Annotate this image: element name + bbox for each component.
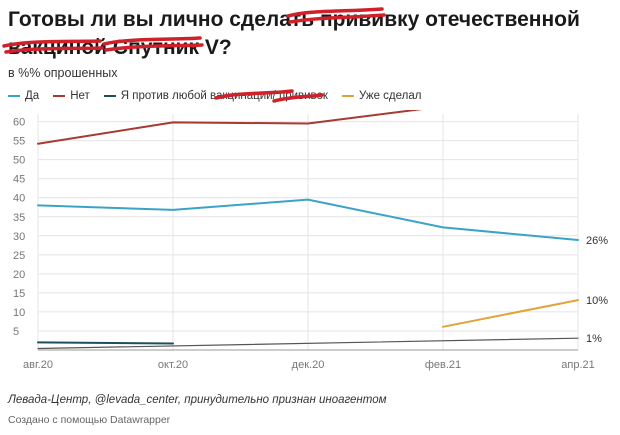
series-line-4	[37, 337, 579, 350]
y-tick-label: 55	[13, 136, 25, 148]
y-tick-label: 10	[13, 307, 25, 319]
series-line-0	[37, 198, 579, 241]
end-label-1: 62%	[586, 110, 608, 111]
y-tick-label: 45	[13, 174, 25, 186]
chart-subtitle: в %% опрошенных	[8, 66, 118, 80]
y-tick-label: 40	[13, 193, 25, 205]
legend-label-yes: Да	[25, 90, 40, 102]
legend-scribble	[214, 89, 324, 103]
series-line-1	[37, 110, 423, 145]
x-tick-label: дек.20	[292, 359, 325, 371]
legend-item-against: Я против любой вакцинации/ прививок	[103, 89, 328, 103]
series-line-3	[442, 299, 579, 328]
y-tick-label: 20	[13, 269, 25, 281]
source-note: Левада-Центр, @levada_center, принудител…	[8, 394, 387, 406]
y-tick-label: 5	[13, 326, 19, 338]
x-tick-label: фев.21	[425, 359, 461, 371]
x-tick-label: апр.21	[561, 359, 594, 371]
legend-item-no: Нет	[53, 90, 90, 102]
end-label-3: 10%	[586, 295, 608, 307]
x-tick-label: авг.20	[23, 359, 53, 371]
y-tick-label: 15	[13, 288, 25, 300]
legend-swatch-done	[341, 95, 354, 97]
legend-label-no: Нет	[70, 90, 90, 102]
series-line-2	[37, 341, 174, 345]
legend-swatch-against	[103, 95, 116, 97]
chart-title: Готовы ли вы лично сделать прививку отеч…	[8, 8, 580, 59]
y-tick-label: 50	[13, 155, 25, 167]
legend-item-yes: Да	[8, 90, 39, 102]
legend-item-done: Уже сделал	[341, 90, 422, 102]
y-tick-label: 60	[13, 117, 25, 129]
y-tick-label: 25	[13, 250, 25, 262]
legend-label-done: Уже сделал	[358, 90, 422, 102]
y-tick-label: 30	[13, 231, 25, 243]
end-label-4: 1%	[586, 333, 602, 345]
line-chart: 5 10 15 20 25 30 35 40 45 50 55 60 авг.20 окт.20 дек.2…	[13, 110, 608, 371]
legend-swatch-no	[53, 95, 66, 97]
credit-note: Создано с помощью Datawrapper	[8, 414, 171, 426]
legend: Да Нет Я против любой вакцинации/ привив…	[8, 89, 422, 103]
x-tick-label: окт.20	[158, 359, 188, 371]
y-tick-label: 35	[13, 212, 25, 224]
end-label-0: 26%	[586, 235, 608, 247]
legend-swatch-yes	[8, 95, 20, 97]
